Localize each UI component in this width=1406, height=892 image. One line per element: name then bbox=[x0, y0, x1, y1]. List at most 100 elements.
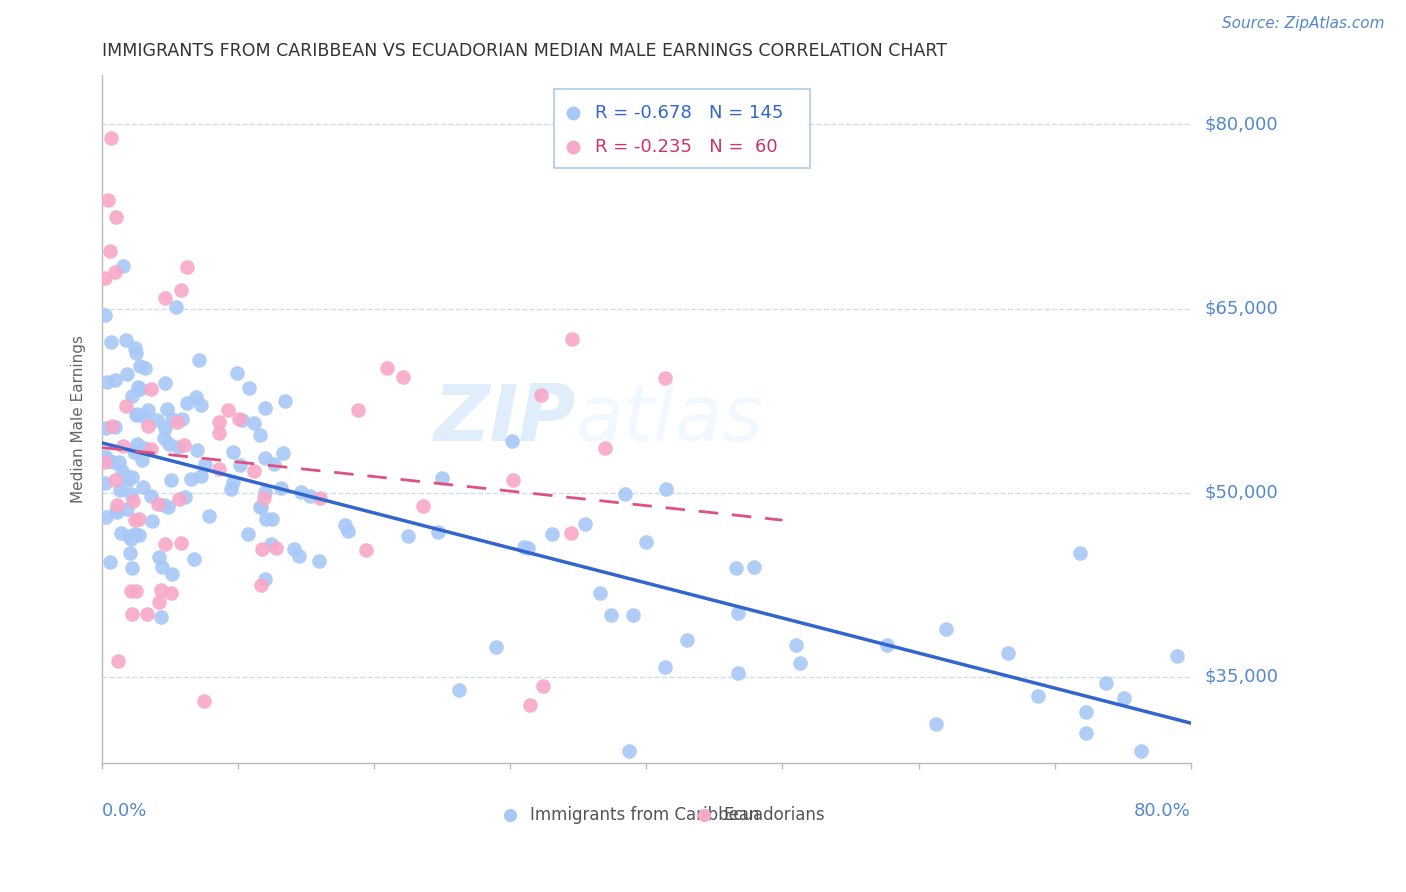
Text: Source: ZipAtlas.com: Source: ZipAtlas.com bbox=[1222, 16, 1385, 31]
Point bbox=[134, 360, 156, 375]
Point bbox=[485, 640, 508, 654]
Point bbox=[94, 455, 117, 469]
Point bbox=[260, 512, 283, 526]
Point bbox=[273, 393, 295, 408]
Point bbox=[128, 512, 150, 526]
Point bbox=[1074, 705, 1097, 719]
Point bbox=[139, 489, 162, 503]
Point bbox=[180, 472, 202, 486]
Text: IMMIGRANTS FROM CARIBBEAN VS ECUADORIAN MEDIAN MALE EARNINGS CORRELATION CHART: IMMIGRANTS FROM CARIBBEAN VS ECUADORIAN … bbox=[103, 42, 948, 60]
Point bbox=[513, 540, 536, 554]
Point bbox=[242, 417, 264, 431]
Point bbox=[160, 567, 183, 582]
Point bbox=[160, 586, 183, 600]
Point bbox=[190, 469, 212, 483]
Point bbox=[250, 542, 273, 557]
Point bbox=[242, 464, 264, 478]
Point bbox=[253, 484, 276, 499]
Point bbox=[112, 439, 135, 453]
Point bbox=[654, 659, 676, 673]
Point bbox=[118, 529, 141, 543]
Point bbox=[198, 509, 221, 524]
Point bbox=[129, 382, 152, 396]
Point bbox=[188, 353, 211, 368]
Point bbox=[150, 560, 173, 574]
Point bbox=[148, 550, 170, 565]
FancyBboxPatch shape bbox=[554, 89, 810, 168]
Text: ZIP: ZIP bbox=[433, 381, 575, 457]
Point bbox=[589, 585, 612, 599]
Point bbox=[271, 446, 294, 460]
Point bbox=[876, 638, 898, 652]
Point bbox=[599, 607, 621, 622]
Point bbox=[447, 682, 470, 697]
Point bbox=[124, 346, 146, 360]
Point bbox=[104, 473, 127, 487]
Point bbox=[94, 271, 117, 285]
Point bbox=[1112, 690, 1135, 705]
Text: atlas: atlas bbox=[575, 381, 763, 457]
Point bbox=[166, 440, 188, 454]
Point bbox=[149, 610, 172, 624]
Point bbox=[121, 607, 143, 621]
Point bbox=[541, 527, 564, 541]
Point bbox=[160, 474, 183, 488]
Point bbox=[104, 419, 127, 434]
Point bbox=[124, 513, 146, 527]
Point bbox=[107, 654, 129, 668]
Point bbox=[501, 434, 523, 448]
Point bbox=[162, 411, 184, 425]
Point bbox=[516, 541, 538, 556]
Point bbox=[150, 582, 173, 597]
Point bbox=[183, 552, 205, 566]
Point bbox=[131, 409, 153, 424]
Point bbox=[129, 359, 152, 374]
Point bbox=[654, 371, 676, 385]
Point bbox=[193, 694, 215, 708]
Point bbox=[127, 380, 149, 394]
Point bbox=[190, 398, 212, 412]
Point bbox=[120, 584, 142, 599]
Point bbox=[141, 442, 163, 456]
Point bbox=[347, 403, 370, 417]
Point bbox=[249, 428, 271, 442]
Point bbox=[412, 499, 434, 513]
Point bbox=[146, 497, 169, 511]
Point bbox=[375, 361, 398, 376]
Point bbox=[97, 193, 120, 207]
Point bbox=[117, 470, 139, 484]
Point bbox=[502, 473, 524, 487]
Point bbox=[115, 333, 138, 347]
Point bbox=[228, 412, 250, 426]
Point bbox=[655, 482, 678, 496]
Point bbox=[108, 454, 131, 468]
Point bbox=[266, 541, 288, 556]
Point bbox=[925, 716, 948, 731]
Point bbox=[636, 534, 658, 549]
Point bbox=[167, 491, 190, 506]
Point bbox=[100, 335, 122, 350]
Point bbox=[217, 403, 239, 417]
Point bbox=[725, 561, 748, 575]
Text: $65,000: $65,000 bbox=[1205, 300, 1278, 318]
Point bbox=[111, 464, 134, 478]
Point bbox=[308, 553, 330, 567]
Point bbox=[186, 390, 208, 404]
Point bbox=[530, 388, 553, 402]
Text: $35,000: $35,000 bbox=[1205, 668, 1278, 686]
Point bbox=[138, 403, 160, 417]
Point bbox=[155, 537, 177, 551]
Point bbox=[396, 529, 419, 543]
Point bbox=[166, 415, 188, 429]
Point bbox=[337, 524, 360, 539]
Point bbox=[621, 608, 644, 623]
Point bbox=[107, 498, 129, 512]
Point bbox=[139, 382, 162, 396]
Point bbox=[219, 482, 242, 496]
Point bbox=[120, 532, 142, 546]
Point bbox=[354, 543, 377, 558]
Point bbox=[155, 376, 177, 390]
Point bbox=[128, 527, 150, 541]
Point bbox=[253, 572, 276, 586]
Point bbox=[115, 399, 138, 413]
